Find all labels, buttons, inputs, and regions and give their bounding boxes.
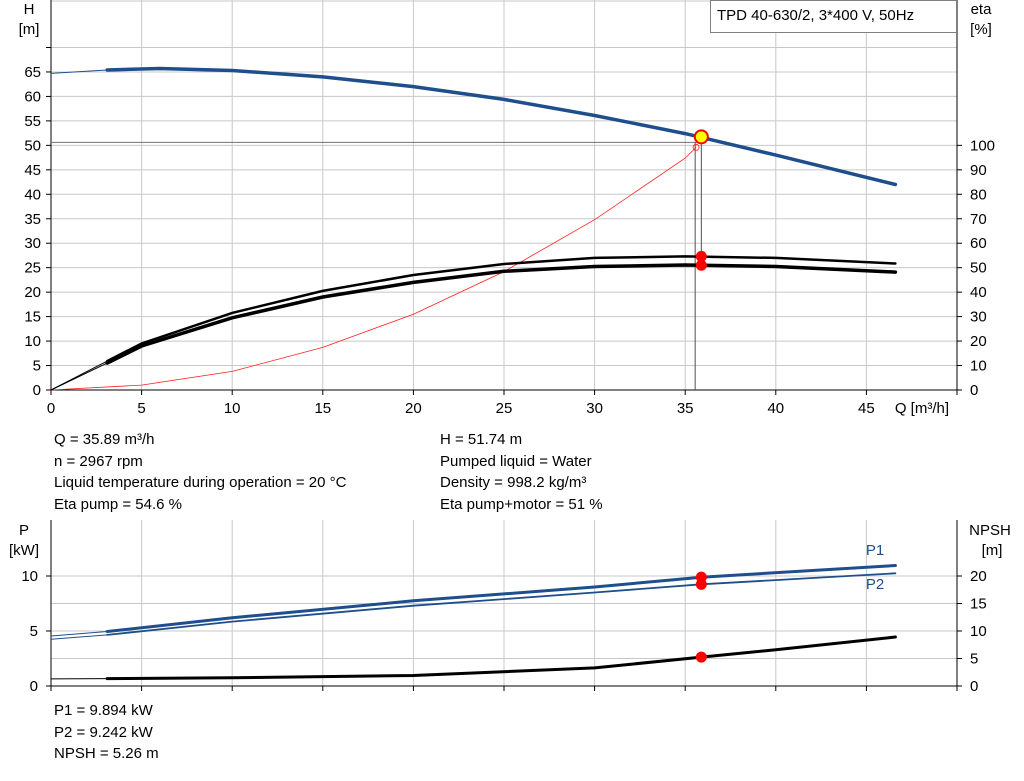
info-p1: P1 = 9.894 kW (54, 702, 153, 719)
y-tick-label: 25 (24, 260, 41, 277)
y2-tick-label: 30 (970, 309, 987, 326)
y2-tick-label: 10 (970, 358, 987, 375)
qh-curve-line-thin (50, 69, 108, 74)
p-axis-label: P (19, 522, 29, 539)
duty-info-right: H = 51.74 m Pumped liquid = Water Densit… (440, 429, 603, 515)
eta-total-duty-marker (695, 259, 707, 271)
p-tick-label: 10 (21, 568, 38, 585)
eta-total-curve-line-thin (50, 362, 108, 391)
p-tick-label: 5 (30, 623, 38, 640)
y2-tick-label: 70 (970, 211, 987, 228)
duty-point-marker (693, 129, 709, 145)
y-tick-label: 20 (24, 284, 41, 301)
y-tick-label: 10 (24, 333, 41, 350)
npsh-tick-label: 15 (970, 596, 987, 613)
npsh-curve-line (105, 635, 897, 681)
eta-total-curve-line (105, 263, 898, 365)
y-tick-label: 45 (24, 162, 41, 179)
p2-curve-line-thin (50, 634, 108, 640)
x-tick-label: 30 (586, 400, 603, 417)
info-p2: P2 = 9.242 kW (54, 723, 153, 741)
y-axis-label: H (24, 1, 35, 18)
x-tick-label: 25 (496, 400, 513, 417)
system-curve-line (50, 147, 697, 391)
x-tick-label: 0 (47, 400, 55, 417)
y2-tick-label: 50 (970, 260, 987, 277)
npsh-tick-label: 0 (970, 678, 978, 695)
duty-info-left: Q = 35.89 m³/h n = 2967 rpm Liquid tempe… (54, 429, 346, 515)
p1-curve-line-thin (50, 631, 108, 637)
y-tick-label: 65 (24, 64, 41, 81)
x-axis-label: Q [m³/h] (895, 400, 949, 417)
info-speed: n = 2967 rpm (54, 452, 143, 470)
npsh-duty-marker (695, 651, 707, 663)
x-tick-label: 15 (314, 400, 331, 417)
info-liquid-temperature: Liquid temperature during operation = 20… (54, 474, 347, 491)
system-curve-endpoint (692, 143, 700, 151)
info-flow: Q = 35.89 m³/h (54, 431, 155, 448)
info-npsh: NPSH = 5.26 m (54, 745, 159, 762)
y2-axis-label: eta (971, 1, 993, 18)
p2-curve-line (106, 572, 897, 636)
info-pumped-liquid: Pumped liquid = Water (440, 452, 592, 470)
npsh-tick-label: 20 (970, 568, 987, 585)
x-tick-label: 40 (767, 400, 784, 417)
y2-axis-unit: [%] (970, 21, 992, 38)
y2-tick-label: 60 (970, 235, 987, 252)
bottom-grid (50, 520, 958, 687)
p-tick-label: 0 (30, 678, 38, 695)
x-tick-label: 35 (677, 400, 694, 417)
title-box (710, 0, 957, 33)
y2-tick-label: 40 (970, 284, 987, 301)
eta-pump-duty-marker (695, 250, 707, 262)
info-eta-pump-motor: Eta pump+motor = 51 % (440, 495, 603, 513)
p2-duty-marker (695, 578, 707, 590)
info-head: H = 51.74 m (440, 431, 523, 448)
x-tick-label: 10 (224, 400, 241, 417)
npsh-tick-label: 10 (970, 623, 987, 640)
y-tick-label: 55 (24, 113, 41, 130)
x-tick-label: 5 (137, 400, 145, 417)
p1-curve-line (105, 564, 897, 633)
y-tick-label: 0 (33, 382, 41, 399)
y-tick-label: 60 (24, 88, 41, 105)
qh-curve-line (105, 66, 898, 187)
x-tick-label: 20 (405, 400, 422, 417)
y2-tick-label: 100 (970, 137, 995, 154)
y2-tick-label: 0 (970, 382, 978, 399)
npsh-axis-unit: [m] (982, 542, 1003, 559)
y-tick-label: 50 (24, 137, 41, 154)
y-tick-label: 5 (33, 358, 41, 375)
y2-tick-label: 20 (970, 333, 987, 350)
p-axis-unit: [kW] (9, 542, 39, 559)
y2-tick-label: 90 (970, 162, 987, 179)
eta-pump-curve-line (105, 255, 897, 363)
npsh-tick-label: 5 (970, 651, 978, 668)
y-axis-unit: [m] (19, 21, 40, 38)
y-tick-label: 35 (24, 211, 41, 228)
info-density: Density = 998.2 kg/m³ (440, 474, 587, 491)
x-tick-label: 45 (858, 400, 875, 417)
chart-title: TPD 40-630/2, 3*400 V, 50Hz (717, 7, 914, 24)
y-tick-label: 40 (24, 186, 41, 203)
y-tick-label: 15 (24, 309, 41, 326)
p2-curve-label: P2 (866, 576, 884, 593)
p1-curve-label: P1 (866, 542, 884, 559)
npsh-axis-label: NPSH (969, 522, 1011, 539)
info-eta-pump: Eta pump = 54.6 % (54, 495, 182, 513)
power-info: P1 = 9.894 kW P2 = 9.242 kW NPSH = 5.26 … (54, 700, 159, 765)
y2-tick-label: 80 (970, 186, 987, 203)
y-tick-label: 30 (24, 235, 41, 252)
